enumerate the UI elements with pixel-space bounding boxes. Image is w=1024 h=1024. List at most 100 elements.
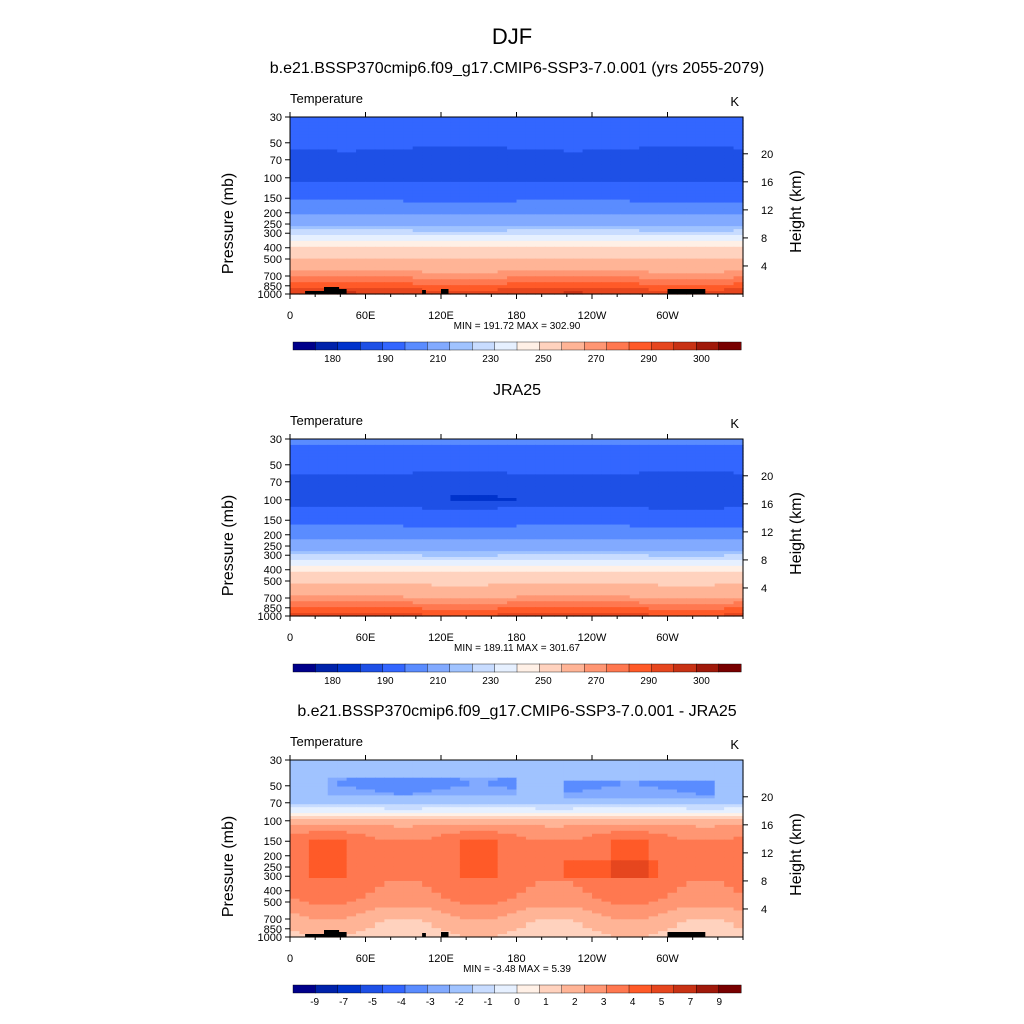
contour-cell (705, 486, 716, 490)
contour-cell (544, 554, 555, 558)
contour-cell (639, 226, 650, 230)
contour-cell (573, 503, 584, 508)
contour-cell (384, 279, 395, 283)
contour-cell (337, 506, 348, 511)
contour-cell (507, 474, 518, 478)
contour-cell (393, 240, 404, 245)
contour-cell (610, 220, 621, 224)
contour-cell (620, 134, 631, 139)
contour-cell (592, 450, 603, 455)
contour-cell (299, 176, 310, 180)
contour-cell (318, 462, 329, 467)
contour-cell (365, 152, 376, 156)
contour-cell (686, 444, 697, 449)
contour-cell (431, 276, 442, 280)
contour-cell (318, 176, 329, 180)
contour-cell (450, 503, 461, 508)
contour-cell (327, 258, 338, 263)
contour-cell (431, 161, 442, 165)
contour-cell (346, 456, 357, 461)
contour-cell (582, 196, 593, 201)
contour-cell (648, 119, 659, 124)
contour-cell (393, 500, 404, 505)
contour-cell (356, 149, 367, 153)
contour-cell (658, 515, 669, 520)
contour-cell (648, 459, 659, 464)
contour-cell (384, 536, 395, 540)
contour-cell (563, 140, 574, 145)
contour-cell (714, 459, 725, 464)
contour-cell (469, 545, 480, 549)
contour-cell (667, 223, 678, 227)
contour-cell (308, 282, 319, 286)
contour-cell (450, 261, 461, 266)
contour-cell (629, 459, 640, 464)
contour-cell (620, 474, 631, 478)
contour-cell (667, 474, 678, 478)
contour-cell (441, 214, 452, 218)
contour-cell (431, 498, 442, 502)
contour-cell (308, 143, 319, 148)
contour-cell (346, 173, 357, 177)
contour-cell (318, 270, 329, 274)
contour-cell (695, 498, 706, 502)
contour-cell (356, 199, 367, 204)
contour-cell (308, 184, 319, 189)
contour-cell (714, 509, 725, 514)
contour-cell (356, 170, 367, 174)
contour-cell (658, 261, 669, 266)
contour-cell (327, 187, 338, 192)
contour-cell (327, 184, 338, 189)
contour-cell (507, 176, 518, 180)
contour-cell (374, 548, 385, 552)
contour-cell (573, 557, 584, 561)
contour-cell (299, 453, 310, 458)
contour-cell (705, 117, 716, 121)
contour-cell (393, 220, 404, 224)
contour-cell (724, 131, 735, 136)
contour-cell (676, 447, 687, 452)
contour-cell (507, 492, 518, 496)
contour-cell (318, 536, 329, 540)
contour-cell (478, 134, 489, 139)
contour-cell (658, 468, 669, 473)
contour-cell (724, 164, 735, 168)
contour-cell (431, 181, 442, 186)
contour-cell (535, 551, 546, 555)
contour-cell (705, 291, 716, 295)
contour-cell (610, 536, 621, 540)
contour-cell (290, 117, 301, 121)
contour-cell (412, 285, 423, 289)
contour-cell (441, 167, 452, 171)
contour-cell (686, 243, 697, 248)
contour-cell (601, 117, 612, 121)
contour-cell (686, 524, 697, 529)
contour-cell (346, 202, 357, 207)
contour-cell (384, 483, 395, 487)
contour-cell (639, 279, 650, 283)
contour-cell (403, 500, 414, 505)
contour-cell (356, 232, 367, 236)
contour-cell (337, 205, 348, 210)
contour-cell (582, 444, 593, 449)
contour-cell (601, 450, 612, 455)
contour-cell (459, 232, 470, 236)
contour-cell (459, 240, 470, 245)
contour-cell (393, 515, 404, 520)
contour-cell (393, 474, 404, 478)
contour-cell (327, 489, 338, 493)
contour-cell (422, 288, 433, 292)
contour-cell (733, 285, 744, 289)
contour-cell (705, 246, 716, 251)
contour-cell (403, 131, 414, 136)
contour-cell (686, 539, 697, 543)
contour-cell (592, 465, 603, 470)
contour-cell (441, 199, 452, 204)
contour-cell (318, 551, 329, 555)
contour-cell (469, 512, 480, 517)
contour-cell (629, 152, 640, 156)
contour-cell (658, 548, 669, 552)
contour-cell (318, 500, 329, 505)
contour-cell (299, 492, 310, 496)
contour-cell (573, 155, 584, 159)
